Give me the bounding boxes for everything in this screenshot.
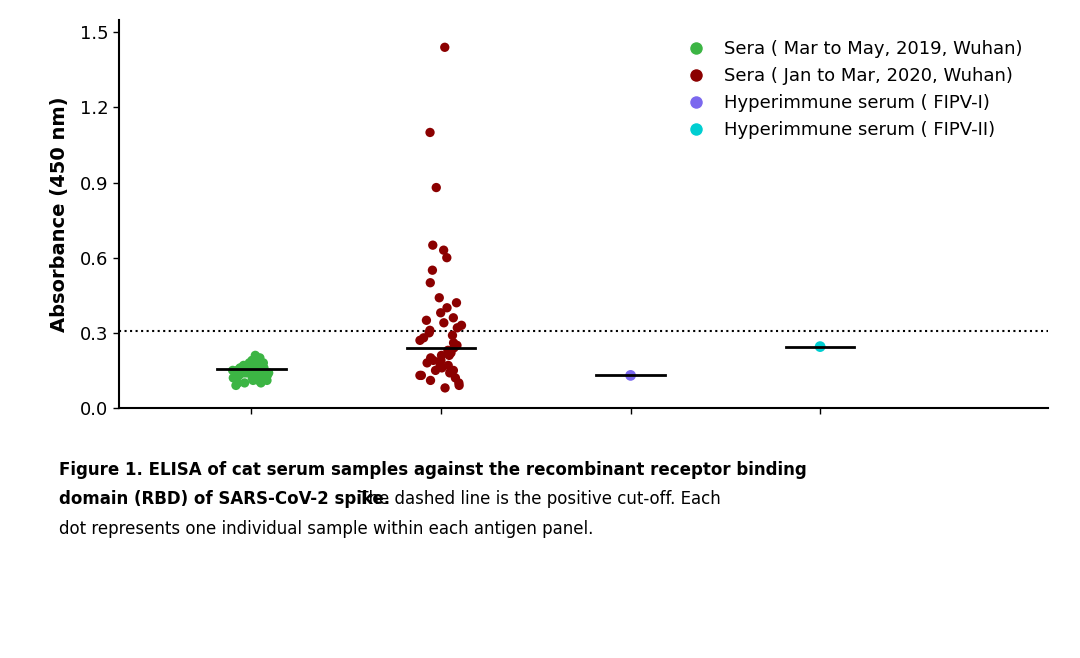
Point xyxy=(228,365,245,376)
Point xyxy=(244,372,261,383)
Point xyxy=(424,355,442,366)
Point xyxy=(225,372,242,383)
Point xyxy=(423,265,441,276)
Point xyxy=(418,315,435,326)
Point xyxy=(253,378,270,388)
Point xyxy=(248,370,266,381)
Point xyxy=(445,343,462,353)
Point xyxy=(251,372,268,383)
Point xyxy=(249,365,267,376)
Point xyxy=(421,325,438,336)
Point xyxy=(227,372,244,383)
Point xyxy=(450,380,468,391)
Point xyxy=(260,368,278,378)
Point xyxy=(445,313,462,323)
Point xyxy=(231,363,248,373)
Point xyxy=(255,370,272,381)
Point xyxy=(224,365,241,376)
Point xyxy=(450,378,468,388)
Point xyxy=(413,370,430,381)
Point xyxy=(432,360,449,370)
Point xyxy=(243,368,260,378)
Point xyxy=(427,365,444,376)
Point xyxy=(246,350,264,361)
Legend: Sera ( Mar to May, 2019, Wuhan), Sera ( Jan to Mar, 2020, Wuhan), Hyperimmune se: Sera ( Mar to May, 2019, Wuhan), Sera ( … xyxy=(671,33,1029,146)
Point xyxy=(230,370,247,381)
Point xyxy=(237,378,254,388)
Point xyxy=(441,350,458,361)
Point xyxy=(448,322,465,333)
Point xyxy=(422,353,440,363)
Point xyxy=(415,332,432,343)
Point xyxy=(448,340,465,351)
Point xyxy=(447,372,464,383)
Point xyxy=(811,342,828,352)
Point xyxy=(241,357,258,368)
Point xyxy=(422,375,440,386)
Point xyxy=(243,363,260,373)
Point xyxy=(258,375,275,386)
Point xyxy=(428,182,445,193)
Point xyxy=(435,245,453,255)
Text: The dashed line is the positive cut-off. Each: The dashed line is the positive cut-off.… xyxy=(353,490,721,508)
Point xyxy=(438,303,456,313)
Point xyxy=(424,240,442,251)
Point xyxy=(238,368,255,378)
Point xyxy=(253,375,270,386)
Point xyxy=(227,380,244,391)
Point xyxy=(241,360,258,370)
Point xyxy=(441,368,458,378)
Point xyxy=(435,318,453,328)
Point xyxy=(438,253,456,263)
Point xyxy=(235,360,253,370)
Point xyxy=(444,330,461,341)
Point xyxy=(247,363,265,373)
Point xyxy=(229,378,246,388)
Point xyxy=(247,355,265,366)
Point xyxy=(411,370,429,381)
Point xyxy=(243,355,260,366)
Point xyxy=(418,357,435,368)
Point xyxy=(436,383,454,393)
Y-axis label: Absorbance (450 nm): Absorbance (450 nm) xyxy=(50,96,69,332)
Point xyxy=(448,297,465,308)
Point xyxy=(232,365,249,376)
Point xyxy=(253,360,270,370)
Point xyxy=(259,370,276,381)
Point xyxy=(433,363,450,373)
Point xyxy=(431,293,448,303)
Point xyxy=(440,345,457,355)
Point xyxy=(440,360,457,370)
Point xyxy=(255,363,272,373)
Point xyxy=(622,370,639,381)
Point xyxy=(433,350,450,361)
Text: Figure 1. ELISA of cat serum samples against the recombinant receptor binding: Figure 1. ELISA of cat serum samples aga… xyxy=(59,461,807,478)
Point xyxy=(421,127,438,138)
Point xyxy=(432,307,449,318)
Point xyxy=(249,375,267,386)
Point xyxy=(443,347,460,358)
Point xyxy=(436,42,454,53)
Point xyxy=(244,375,261,386)
Point xyxy=(420,328,437,338)
Point xyxy=(255,357,272,368)
Point xyxy=(252,353,269,363)
Point xyxy=(248,353,266,363)
Point xyxy=(432,355,449,366)
Point xyxy=(445,338,462,348)
Point xyxy=(421,278,438,288)
Point xyxy=(453,320,470,330)
Point xyxy=(411,335,429,345)
Text: domain (RBD) of SARS-CoV-2 spike.: domain (RBD) of SARS-CoV-2 spike. xyxy=(59,490,391,508)
Point xyxy=(235,368,253,378)
Text: dot represents one individual sample within each antigen panel.: dot represents one individual sample wit… xyxy=(59,520,594,538)
Point xyxy=(445,365,462,376)
